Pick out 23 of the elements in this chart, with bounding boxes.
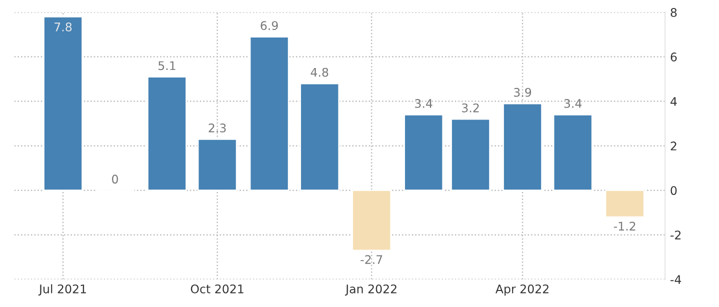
- x-tick-label: Apr 2022: [496, 284, 548, 296]
- data-label: 3.2: [462, 103, 479, 112]
- data-label: 6.9: [260, 21, 278, 30]
- y-tick-label: 0: [670, 186, 677, 195]
- y-tick-label: -2: [670, 230, 681, 240]
- y-tick-label: 6: [670, 52, 677, 62]
- y-tick-label: 2: [670, 142, 676, 150]
- x-tick-label: Jul 2021: [38, 284, 86, 296]
- data-label: 7.8: [54, 22, 72, 32]
- y-tick-label: 8: [670, 8, 677, 17]
- data-label: 2.3: [208, 123, 226, 132]
- y-tick-label: -4: [670, 275, 682, 284]
- data-label: 4.8: [310, 68, 328, 77]
- x-tick-label: Oct 2021: [190, 284, 244, 294]
- x-tick-label: Jan 2022: [344, 284, 396, 296]
- data-label: -1.2: [614, 222, 636, 230]
- data-label: 3.9: [514, 88, 532, 97]
- data-label: 5.1: [158, 61, 176, 70]
- data-label: -2.7: [360, 255, 382, 264]
- data-label: 3.4: [415, 98, 432, 108]
- data-label: 0: [112, 174, 118, 184]
- y-tick-label: 4: [670, 97, 677, 106]
- data-label: 3.4: [564, 98, 582, 108]
